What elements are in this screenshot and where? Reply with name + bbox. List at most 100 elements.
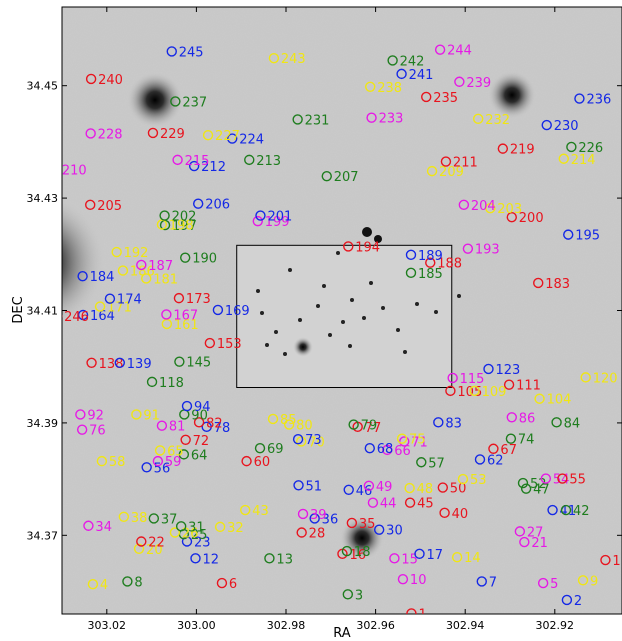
source-marker-59 bbox=[152, 455, 164, 467]
source-label-55: 55 bbox=[569, 473, 586, 488]
source-marker-38 bbox=[118, 511, 130, 522]
source-label-213: 213 bbox=[256, 154, 281, 169]
source-label-233: 233 bbox=[379, 112, 404, 127]
source-label-10: 10 bbox=[410, 573, 427, 588]
source-label-75: 75 bbox=[409, 433, 426, 448]
source-label-111: 111 bbox=[516, 379, 541, 394]
source-marker-139 bbox=[114, 357, 125, 368]
source-marker-72 bbox=[180, 434, 191, 445]
source-marker-183 bbox=[533, 277, 544, 289]
source-marker-45 bbox=[404, 497, 416, 508]
source-label-161: 161 bbox=[174, 318, 199, 333]
source-label-169: 169 bbox=[225, 304, 250, 319]
source-marker-8 bbox=[122, 576, 133, 587]
source-label-68: 68 bbox=[377, 442, 394, 457]
source-label-14: 14 bbox=[464, 551, 481, 566]
source-label-3: 3 bbox=[355, 588, 363, 603]
source-label-189: 189 bbox=[418, 249, 443, 264]
source-marker-203 bbox=[485, 203, 496, 214]
source-label-241: 241 bbox=[409, 68, 434, 83]
source-marker-215 bbox=[172, 154, 183, 166]
source-label-82: 82 bbox=[206, 416, 223, 431]
source-marker-44 bbox=[367, 497, 379, 508]
source-label-232: 232 bbox=[485, 113, 510, 128]
source-marker-53 bbox=[457, 473, 469, 485]
source-marker-35 bbox=[346, 517, 358, 529]
source-label-9: 9 bbox=[590, 574, 598, 589]
source-label-54: 54 bbox=[553, 473, 570, 488]
source-marker-104 bbox=[534, 393, 545, 404]
source-marker-115 bbox=[447, 372, 458, 384]
source-label-235: 235 bbox=[433, 91, 458, 106]
source-marker-51 bbox=[293, 480, 304, 491]
source-marker-237 bbox=[170, 96, 181, 107]
source-label-58: 58 bbox=[109, 455, 126, 470]
source-marker-80 bbox=[283, 419, 295, 430]
source-marker-21 bbox=[519, 536, 530, 548]
source-label-27: 27 bbox=[527, 525, 544, 540]
source-marker-39 bbox=[297, 508, 309, 520]
source-marker-198 bbox=[156, 219, 168, 230]
source-marker-13 bbox=[264, 553, 275, 564]
source-marker-192 bbox=[111, 246, 122, 258]
source-marker-3 bbox=[342, 589, 354, 600]
source-label-80: 80 bbox=[296, 419, 313, 434]
source-label-67: 67 bbox=[500, 443, 517, 458]
source-label-46: 46 bbox=[356, 484, 373, 499]
y-tick-label: 34.43 bbox=[27, 192, 59, 205]
x-tick-label: 302.98 bbox=[267, 619, 306, 632]
source-label-190: 190 bbox=[192, 252, 217, 267]
source-marker-231 bbox=[292, 114, 303, 125]
source-label-59: 59 bbox=[165, 455, 182, 470]
source-label-92: 92 bbox=[87, 408, 104, 423]
source-label-90: 90 bbox=[191, 408, 208, 423]
source-label-34: 34 bbox=[95, 520, 112, 535]
source-label-44: 44 bbox=[380, 497, 397, 512]
source-marker-46 bbox=[343, 484, 354, 495]
source-label-231: 231 bbox=[305, 113, 330, 128]
source-marker-91 bbox=[131, 409, 142, 420]
source-label-73: 73 bbox=[305, 433, 322, 448]
source-label-138: 138 bbox=[99, 357, 124, 372]
source-marker-62 bbox=[474, 454, 486, 465]
source-label-240: 240 bbox=[98, 73, 123, 88]
source-marker-230 bbox=[541, 119, 552, 131]
source-label-28: 28 bbox=[309, 527, 326, 542]
source-marker-186 bbox=[117, 265, 129, 276]
source-label-246: 246 bbox=[64, 310, 89, 325]
source-marker-78 bbox=[201, 421, 212, 433]
source-label-77: 77 bbox=[365, 421, 382, 436]
source-label-1: 1 bbox=[418, 607, 426, 622]
source-label-207: 207 bbox=[334, 170, 359, 185]
source-marker-58 bbox=[96, 455, 108, 467]
source-label-200: 200 bbox=[519, 211, 544, 226]
source-marker-181 bbox=[141, 273, 152, 284]
source-marker-54 bbox=[540, 473, 552, 484]
source-label-23: 23 bbox=[194, 535, 211, 550]
source-marker-204 bbox=[458, 199, 470, 211]
source-label-52: 52 bbox=[530, 477, 547, 492]
source-marker-201 bbox=[255, 210, 266, 221]
source-marker-1 bbox=[406, 608, 417, 614]
source-marker-245 bbox=[166, 46, 177, 57]
inset-image bbox=[236, 227, 461, 388]
source-label-204: 204 bbox=[471, 199, 496, 214]
source-marker-202 bbox=[159, 210, 170, 221]
source-label-83: 83 bbox=[445, 416, 462, 431]
source-marker-169 bbox=[212, 304, 224, 316]
source-label-238: 238 bbox=[377, 81, 402, 96]
source-marker-43 bbox=[240, 504, 251, 516]
source-marker-123 bbox=[483, 363, 494, 375]
source-marker-145 bbox=[174, 356, 185, 367]
source-marker-184 bbox=[77, 271, 88, 282]
source-marker-187 bbox=[136, 259, 147, 271]
source-marker-64 bbox=[178, 449, 190, 460]
source-marker-240 bbox=[85, 73, 97, 85]
source-label-206: 206 bbox=[205, 198, 230, 213]
source-label-201: 201 bbox=[267, 210, 292, 225]
source-label-37: 37 bbox=[161, 512, 178, 527]
source-label-181: 181 bbox=[153, 272, 178, 287]
source-marker-12 bbox=[190, 553, 201, 564]
source-marker-37 bbox=[148, 513, 160, 524]
